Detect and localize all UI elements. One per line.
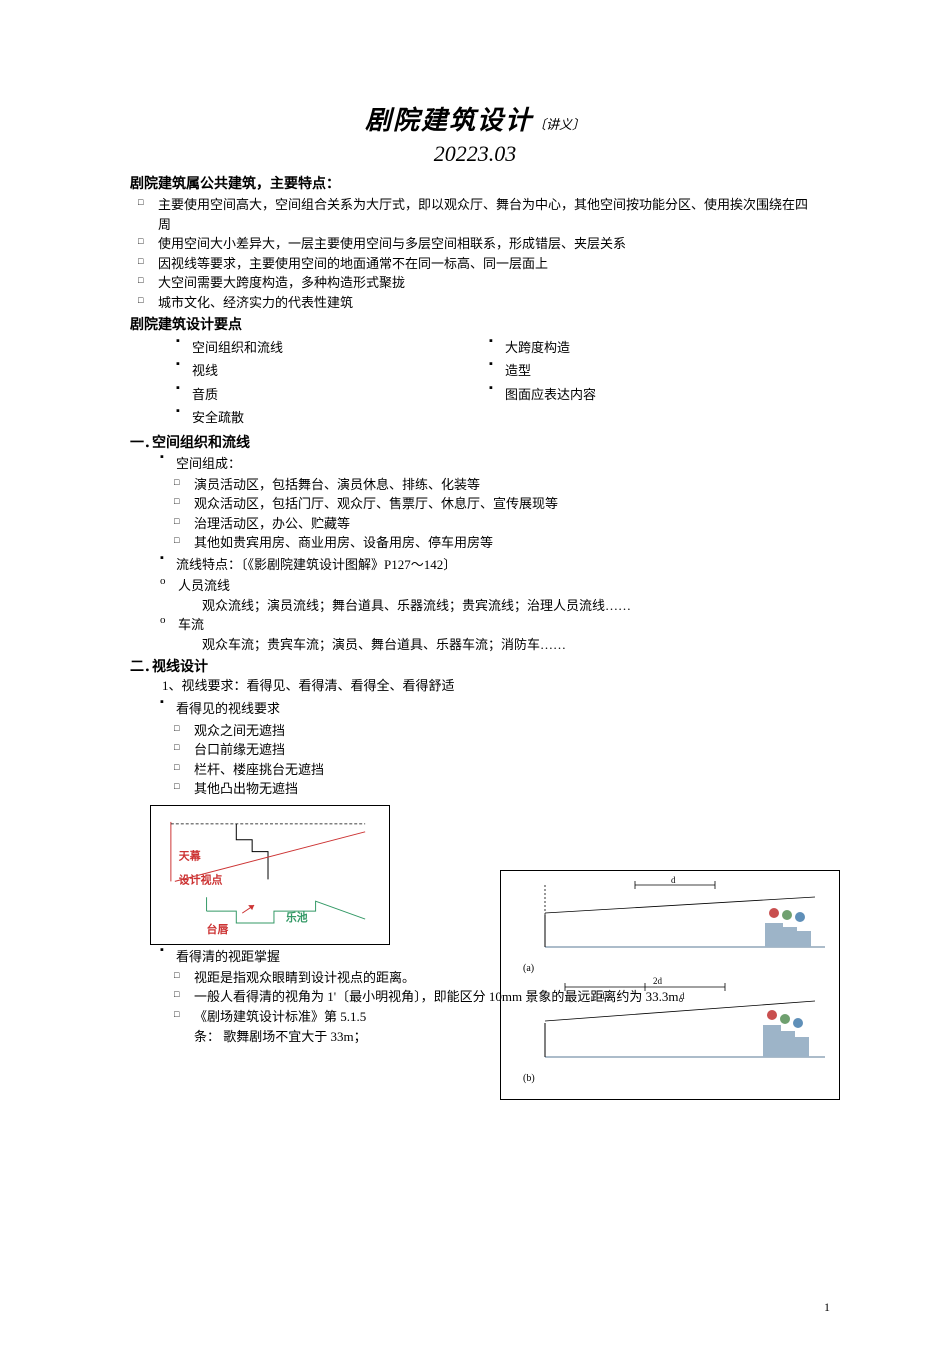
point-item: 大跨度构造 (505, 336, 820, 359)
s2-visible-item: 其他凸出物无遮挡 (194, 779, 820, 799)
svg-text:d: d (671, 875, 676, 885)
point-item: 音质 (192, 383, 475, 406)
s2-clear: 看得清的视距掌握 (130, 945, 820, 968)
s1-people-heading: 人员流线 (178, 576, 820, 596)
s1-vehicle-text: 观众车流；贵宾车流；演员、舞台道具、乐器车流；消防车…… (130, 635, 820, 655)
s1-people-text: 观众流线；演员流线；舞台道具、乐器流线；贵宾流线；治理人员流线…… (130, 596, 820, 616)
svg-text:台唇: 台唇 (207, 921, 229, 935)
s1-comp-item: 治理活动区，办公、贮藏等 (194, 514, 820, 534)
points-heading: 剧院建筑设计要点 (130, 314, 820, 334)
intro-item: 使用空间大小差异大，一层主要使用空间与多层空间相联系，形成错层、夹层关系 (158, 234, 820, 254)
s2-visible-list: 观众之间无遮挡 台口前缘无遮挡 栏杆、楼座挑台无遮挡 其他凸出物无遮挡 (130, 721, 820, 799)
s1-vehicle-heading: 车流 (178, 615, 820, 635)
svg-text:(b): (b) (523, 1073, 535, 1084)
intro-list: 主要使用空间高大，空间组合关系为大厅式，即以观众厅、舞台为中心，其他空间按功能分… (130, 195, 820, 312)
points-left: 空间组织和流线 视线 音质 安全疏散 (130, 336, 475, 430)
svg-text:天幕: 天幕 (179, 848, 202, 862)
intro-item: 主要使用空间高大，空间组合关系为大厅式，即以观众厅、舞台为中心，其他空间按功能分… (158, 195, 820, 234)
s1-comp-item: 其他如贵宾用房、商业用房、设备用房、停车用房等 (194, 533, 820, 553)
s2-visible-item: 台口前缘无遮挡 (194, 740, 820, 760)
section-1-heading: 一．空间组织和流线 (130, 432, 820, 452)
point-item: 安全疏散 (192, 406, 475, 429)
point-item: 视线 (192, 359, 475, 382)
points-right: 大跨度构造 造型 图面应表达内容 (475, 336, 820, 406)
doc-title-note: 〔讲义〕 (533, 117, 585, 132)
section-2-heading: 二．视线设计 (130, 656, 820, 676)
svg-text:乐池: 乐池 (286, 910, 308, 924)
page-number: 1 (824, 1300, 830, 1315)
intro-item: 因视线等要求，主要使用空间的地面通常不在同一标高、同一层面上 (158, 254, 820, 274)
s1-comp-list: 演员活动区，包括舞台、演员休息、排练、化装等 观众活动区，包括门厅、观众厅、售票… (130, 475, 820, 553)
doc-title: 剧院建筑设计 (365, 106, 533, 135)
point-item: 空间组织和流线 (192, 336, 475, 359)
s2-clear-item: 视距是指观众眼睛到设计视点的距离。 (194, 968, 820, 988)
point-item: 造型 (505, 359, 820, 382)
s1-vehicle: 车流 (130, 615, 820, 635)
figure-stage-section: 天幕 设计视点 台唇 乐池 (150, 805, 390, 945)
point-item: 图面应表达内容 (505, 383, 820, 406)
s1-comp-item: 观众活动区，包括门厅、观众厅、售票厅、休息厅、宣传展现等 (194, 494, 820, 514)
svg-text:设计视点: 设计视点 (179, 872, 223, 886)
intro-item: 城市文化、经济实力的代表性建筑 (158, 293, 820, 313)
s2-clear-heading: 看得清的视距掌握 (176, 945, 820, 968)
s1-people: 人员流线 (130, 576, 820, 596)
s2-visible-heading: 看得见的视线要求 (176, 697, 820, 720)
s2-clear-list: 视距是指观众眼睛到设计视点的距离。 一般人看得清的视角为 1'〔最小明视角〕，即… (130, 968, 820, 1027)
doc-year: 20223.03 (130, 141, 820, 167)
intro-item: 大空间需要大跨度构造，多种构造形式聚拢 (158, 273, 820, 293)
s2-clear-item: 一般人看得清的视角为 1'〔最小明视角〕，即能区分 10mm 景象的最远距离约为… (194, 987, 820, 1007)
s2-visible-item: 观众之间无遮挡 (194, 721, 820, 741)
s2-clear-item: 《剧场建筑设计标准》第 5.1.5 (194, 1007, 820, 1027)
s1-comp-heading: 空间组成： (176, 452, 820, 475)
s2-visible: 看得见的视线要求 (130, 697, 820, 720)
s1-comp-item: 演员活动区，包括舞台、演员休息、排练、化装等 (194, 475, 820, 495)
s1-flow-heading: 流线特点：〔《影剧院建筑设计图解》P127～142〕 (176, 553, 820, 576)
s2-visible-item: 栏杆、楼座挑台无遮挡 (194, 760, 820, 780)
intro-heading: 剧院建筑属公共建筑，主要特点： (130, 173, 820, 193)
s1-comp: 空间组成： (130, 452, 820, 475)
figure-stage-svg: 天幕 设计视点 台唇 乐池 (157, 812, 383, 939)
s1-flow: 流线特点：〔《影剧院建筑设计图解》P127～142〕 (130, 553, 820, 576)
s2-req: 1、视线要求：看得见、看得清、看得全、看得舒适 (130, 676, 820, 697)
